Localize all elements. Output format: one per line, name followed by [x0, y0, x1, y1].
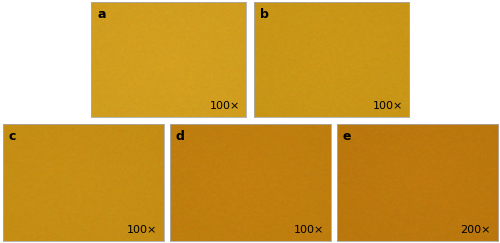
Text: e: e — [343, 130, 351, 143]
Text: 100×: 100× — [126, 225, 157, 235]
Text: d: d — [176, 130, 185, 143]
Text: 100×: 100× — [210, 101, 240, 111]
Text: a: a — [97, 8, 106, 21]
Text: 200×: 200× — [460, 225, 491, 235]
Text: c: c — [9, 130, 16, 143]
Text: b: b — [260, 8, 269, 21]
Text: 100×: 100× — [294, 225, 324, 235]
Text: 100×: 100× — [372, 101, 403, 111]
